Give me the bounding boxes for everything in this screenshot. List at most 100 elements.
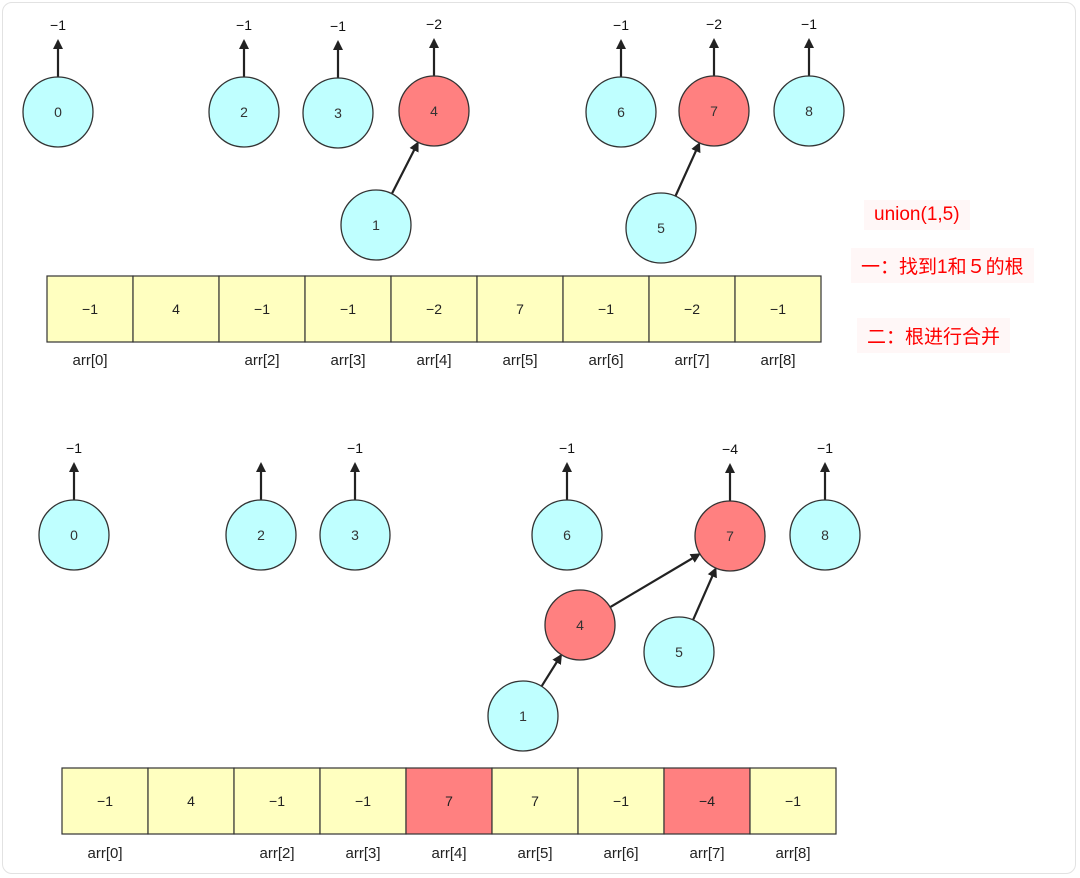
tree-node [225,499,297,571]
node-label: 5 [675,644,683,660]
tree-node [319,499,391,571]
tree-node [531,499,603,571]
root-size-label: −2 [426,16,442,32]
array-index-label: arr[3] [345,845,380,862]
array-cell [304,275,392,343]
node-label: 8 [805,103,813,119]
node-label: 6 [617,104,625,120]
array-index-label: arr[4] [431,845,466,862]
tree-node [678,75,750,147]
node-label: 6 [563,527,571,543]
node-label: 7 [726,528,734,544]
node-label: 2 [240,104,248,120]
array-index-label: arr[5] [517,845,552,862]
array-cell-value: −1 [613,793,629,809]
node-label: 5 [657,220,665,236]
array-cell-value: −1 [82,301,98,317]
array-cell-value: 7 [516,301,524,317]
array-cell [405,767,493,835]
parent-edge-arrow [390,141,419,195]
root-size-label: −2 [706,16,722,32]
root-size-label: −1 [236,17,252,33]
array-cell [147,767,235,835]
array-cell-value: −1 [785,793,801,809]
node-label: 0 [70,527,78,543]
array-cell [577,767,665,835]
union-call-label: union(1,5) [864,200,970,230]
tree-node [340,189,412,261]
root-size-label: −1 [801,16,817,32]
array-index-label: arr[0] [72,352,107,369]
node-label: 4 [576,617,584,633]
tree-node [625,192,697,264]
node-label: 2 [257,527,265,543]
node-label: 4 [430,103,438,119]
tree-node [643,616,715,688]
node-label: 3 [351,527,359,543]
array-cell-value: −4 [699,793,715,809]
array-index-label: arr[6] [588,352,623,369]
root-size-label: −1 [817,440,833,456]
tree-node [487,680,559,752]
parent-edge-arrow [609,553,701,609]
array-index-label: arr[7] [689,845,724,862]
tree-node [773,75,845,147]
array-cell-value: −1 [355,793,371,809]
step2-label: 二：根进行合并 [857,318,1011,353]
tree-node [38,499,110,571]
tree-node [585,76,657,148]
array-cell-value: 4 [172,301,180,317]
tree-node [208,76,280,148]
node-label: 3 [334,105,342,121]
array-index-label: arr[8] [775,845,810,862]
array-cell-value: −1 [598,301,614,317]
array-cell-value: 7 [531,793,539,809]
array-cell-value: −1 [254,301,270,317]
tree-node [22,76,94,148]
array-cell-value: 4 [187,793,195,809]
array-index-label: arr[8] [760,352,795,369]
array-cell-value: −1 [269,793,285,809]
array-cell-value: −1 [770,301,786,317]
array-cell [663,767,751,835]
array-index-label: arr[3] [330,352,365,369]
step1-label: 一：找到1和５的根 [851,248,1034,283]
parent-edge-arrow [674,141,701,197]
array-cell [648,275,736,343]
array-cell [734,275,822,343]
root-size-label: −4 [722,441,738,457]
node-label: 8 [821,527,829,543]
array-cell-value: −1 [97,793,113,809]
node-label: 7 [710,103,718,119]
root-size-label: −1 [330,18,346,34]
array-cell [132,275,220,343]
parent-edge-arrow [692,567,717,621]
node-label: 1 [372,217,380,233]
array-index-label: arr[5] [502,352,537,369]
array-cell [319,767,407,835]
root-size-label: −1 [613,17,629,33]
array-index-label: arr[6] [603,845,638,862]
root-size-label: −1 [347,440,363,456]
array-cell [749,767,837,835]
array-index-label: arr[0] [87,845,122,862]
array-cell [476,275,564,343]
root-size-label: −1 [559,440,575,456]
array-cell-value: −2 [684,301,700,317]
root-size-label: −1 [66,440,82,456]
parent-edge-arrow [540,653,562,687]
root-size-label: −1 [50,17,66,33]
node-label: 1 [519,708,527,724]
array-cell-value: −2 [426,301,442,317]
array-cell-value: −1 [340,301,356,317]
tree-node [544,589,616,661]
array-index-label: arr[7] [674,352,709,369]
tree-node [789,499,861,571]
tree-node [694,500,766,572]
array-cell-value: 7 [445,793,453,809]
array-index-label: arr[2] [244,352,279,369]
array-index-label: arr[4] [416,352,451,369]
tree-node [302,77,374,149]
